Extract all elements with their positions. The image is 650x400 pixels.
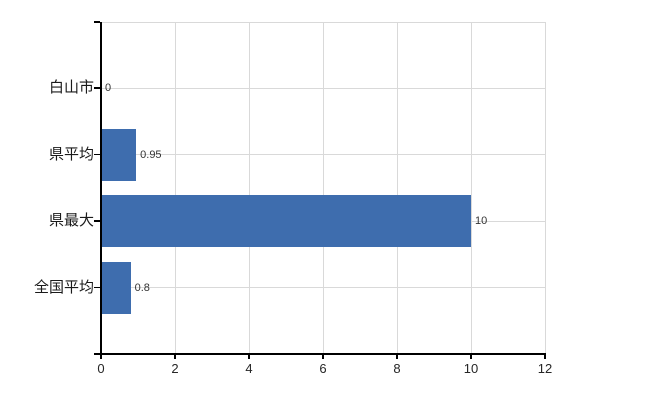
category-label: 県平均 xyxy=(48,145,94,163)
y-axis-tick xyxy=(94,353,100,355)
x-tick-label: 12 xyxy=(537,361,553,376)
value-label: 0.95 xyxy=(140,148,162,161)
x-tick-label: 2 xyxy=(171,361,179,376)
bar xyxy=(102,261,131,314)
gridline-vertical xyxy=(248,22,250,354)
value-label: 0 xyxy=(105,82,112,95)
x-tick-label: 4 xyxy=(245,361,253,376)
y-axis-tick xyxy=(94,87,100,89)
gridline-vertical xyxy=(470,22,472,354)
gridline-horizontal xyxy=(101,87,545,89)
x-tick-label: 6 xyxy=(319,361,327,376)
x-tick-label: 10 xyxy=(463,361,479,376)
category-label: 県最大 xyxy=(48,212,94,230)
gridline-horizontal xyxy=(101,154,545,156)
x-axis-tick xyxy=(174,354,176,359)
x-axis-tick xyxy=(100,354,102,359)
x-tick-label: 8 xyxy=(393,361,401,376)
bar xyxy=(102,128,137,181)
gridline-horizontal xyxy=(101,287,545,289)
y-axis-tick xyxy=(94,286,100,289)
x-axis-tick xyxy=(248,354,250,359)
x-axis-tick xyxy=(396,354,398,359)
x-axis-tick xyxy=(470,354,472,359)
gridline-vertical xyxy=(544,22,546,354)
y-axis-tick xyxy=(94,21,100,23)
category-label: 白山市 xyxy=(48,79,94,97)
gridline-horizontal xyxy=(101,21,545,23)
y-axis-tick xyxy=(94,220,100,222)
gridline-vertical xyxy=(322,22,324,354)
value-label: 0.8 xyxy=(134,281,150,294)
x-axis-tick xyxy=(544,354,546,359)
value-label: 10 xyxy=(475,215,488,228)
y-axis-tick xyxy=(94,153,100,156)
x-tick-label: 0 xyxy=(97,361,105,376)
y-axis-line xyxy=(100,22,102,355)
category-label: 全国平均 xyxy=(33,278,94,296)
x-axis-tick xyxy=(322,354,324,359)
gridline-vertical xyxy=(174,22,176,354)
gridline-vertical xyxy=(396,22,398,354)
bar xyxy=(102,195,471,248)
